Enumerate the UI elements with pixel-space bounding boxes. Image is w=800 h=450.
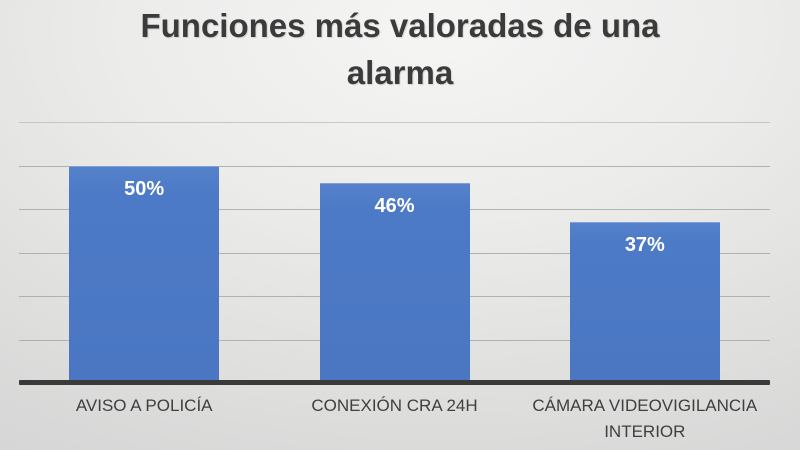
x-axis-line: [19, 380, 770, 385]
gridline-60: [19, 122, 770, 123]
bar-value-label-3: 37%: [624, 234, 665, 257]
bar-value-label-2: 46%: [374, 194, 415, 217]
bar-1: 50%: [69, 165, 220, 383]
category-label-2: CONEXIÓN CRA 24H: [311, 396, 478, 415]
chart-title: Funciones más valoradas de una alarma: [140, 7, 660, 91]
bar-value-label-1: 50%: [124, 177, 165, 200]
category-label-3: CÁMARA VIDEOVIGILANCIA INTERIOR: [532, 396, 758, 441]
gridline-50: [19, 165, 770, 167]
category-axis-labels: AVISO A POLICÍA CONEXIÓN CRA 24H CÁMARA VI…: [19, 393, 770, 445]
plot-area: 50% 46% 37%: [19, 122, 770, 385]
bar-3: 37%: [569, 222, 720, 383]
category-label-1: AVISO A POLICÍA: [75, 396, 213, 415]
bar-2: 46%: [319, 182, 470, 383]
